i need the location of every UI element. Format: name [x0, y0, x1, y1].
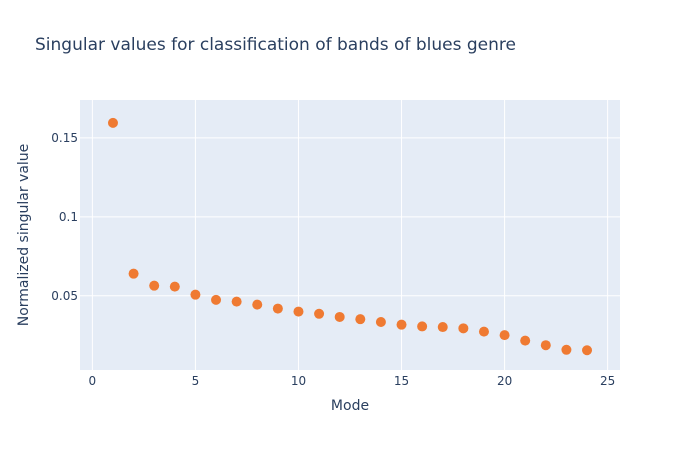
data-point — [437, 322, 448, 333]
data-point — [334, 311, 345, 322]
data-point — [396, 319, 407, 330]
data-point — [520, 335, 531, 346]
x-axis-ticks: 0 5 10 15 20 25 — [89, 374, 616, 388]
plot-area — [80, 100, 620, 370]
chart-title: Singular values for classification of ba… — [35, 35, 516, 55]
y-tick-label: 0.15 — [51, 131, 78, 145]
x-tick-label: 15 — [394, 374, 409, 388]
data-point — [540, 340, 551, 351]
data-point — [561, 344, 572, 355]
data-point — [478, 326, 489, 337]
data-point — [499, 330, 510, 341]
data-point — [107, 117, 118, 128]
data-point — [211, 294, 222, 305]
data-point — [169, 281, 180, 292]
data-points — [107, 117, 593, 356]
data-point — [190, 289, 201, 300]
grid-lines — [80, 100, 620, 370]
x-tick-label: 20 — [497, 374, 512, 388]
y-tick-label: 0.05 — [51, 289, 78, 303]
x-tick-label: 5 — [192, 374, 200, 388]
data-point — [231, 296, 242, 307]
x-tick-label: 10 — [291, 374, 306, 388]
data-point — [355, 314, 366, 325]
data-point — [458, 323, 469, 334]
y-tick-label: 0.1 — [59, 210, 78, 224]
data-point — [582, 345, 593, 356]
x-tick-label: 25 — [600, 374, 615, 388]
x-tick-label: 0 — [89, 374, 97, 388]
y-axis-ticks: 0.05 0.1 0.15 — [51, 131, 78, 303]
data-point — [252, 299, 263, 310]
data-point — [128, 268, 139, 279]
data-point — [149, 280, 160, 291]
data-point — [375, 317, 386, 327]
data-point — [272, 303, 283, 314]
data-point — [293, 306, 304, 317]
data-point — [314, 308, 325, 319]
y-axis-label: Normalized singular value — [16, 144, 32, 327]
x-axis-label: Mode — [331, 398, 369, 414]
data-point — [417, 321, 428, 332]
